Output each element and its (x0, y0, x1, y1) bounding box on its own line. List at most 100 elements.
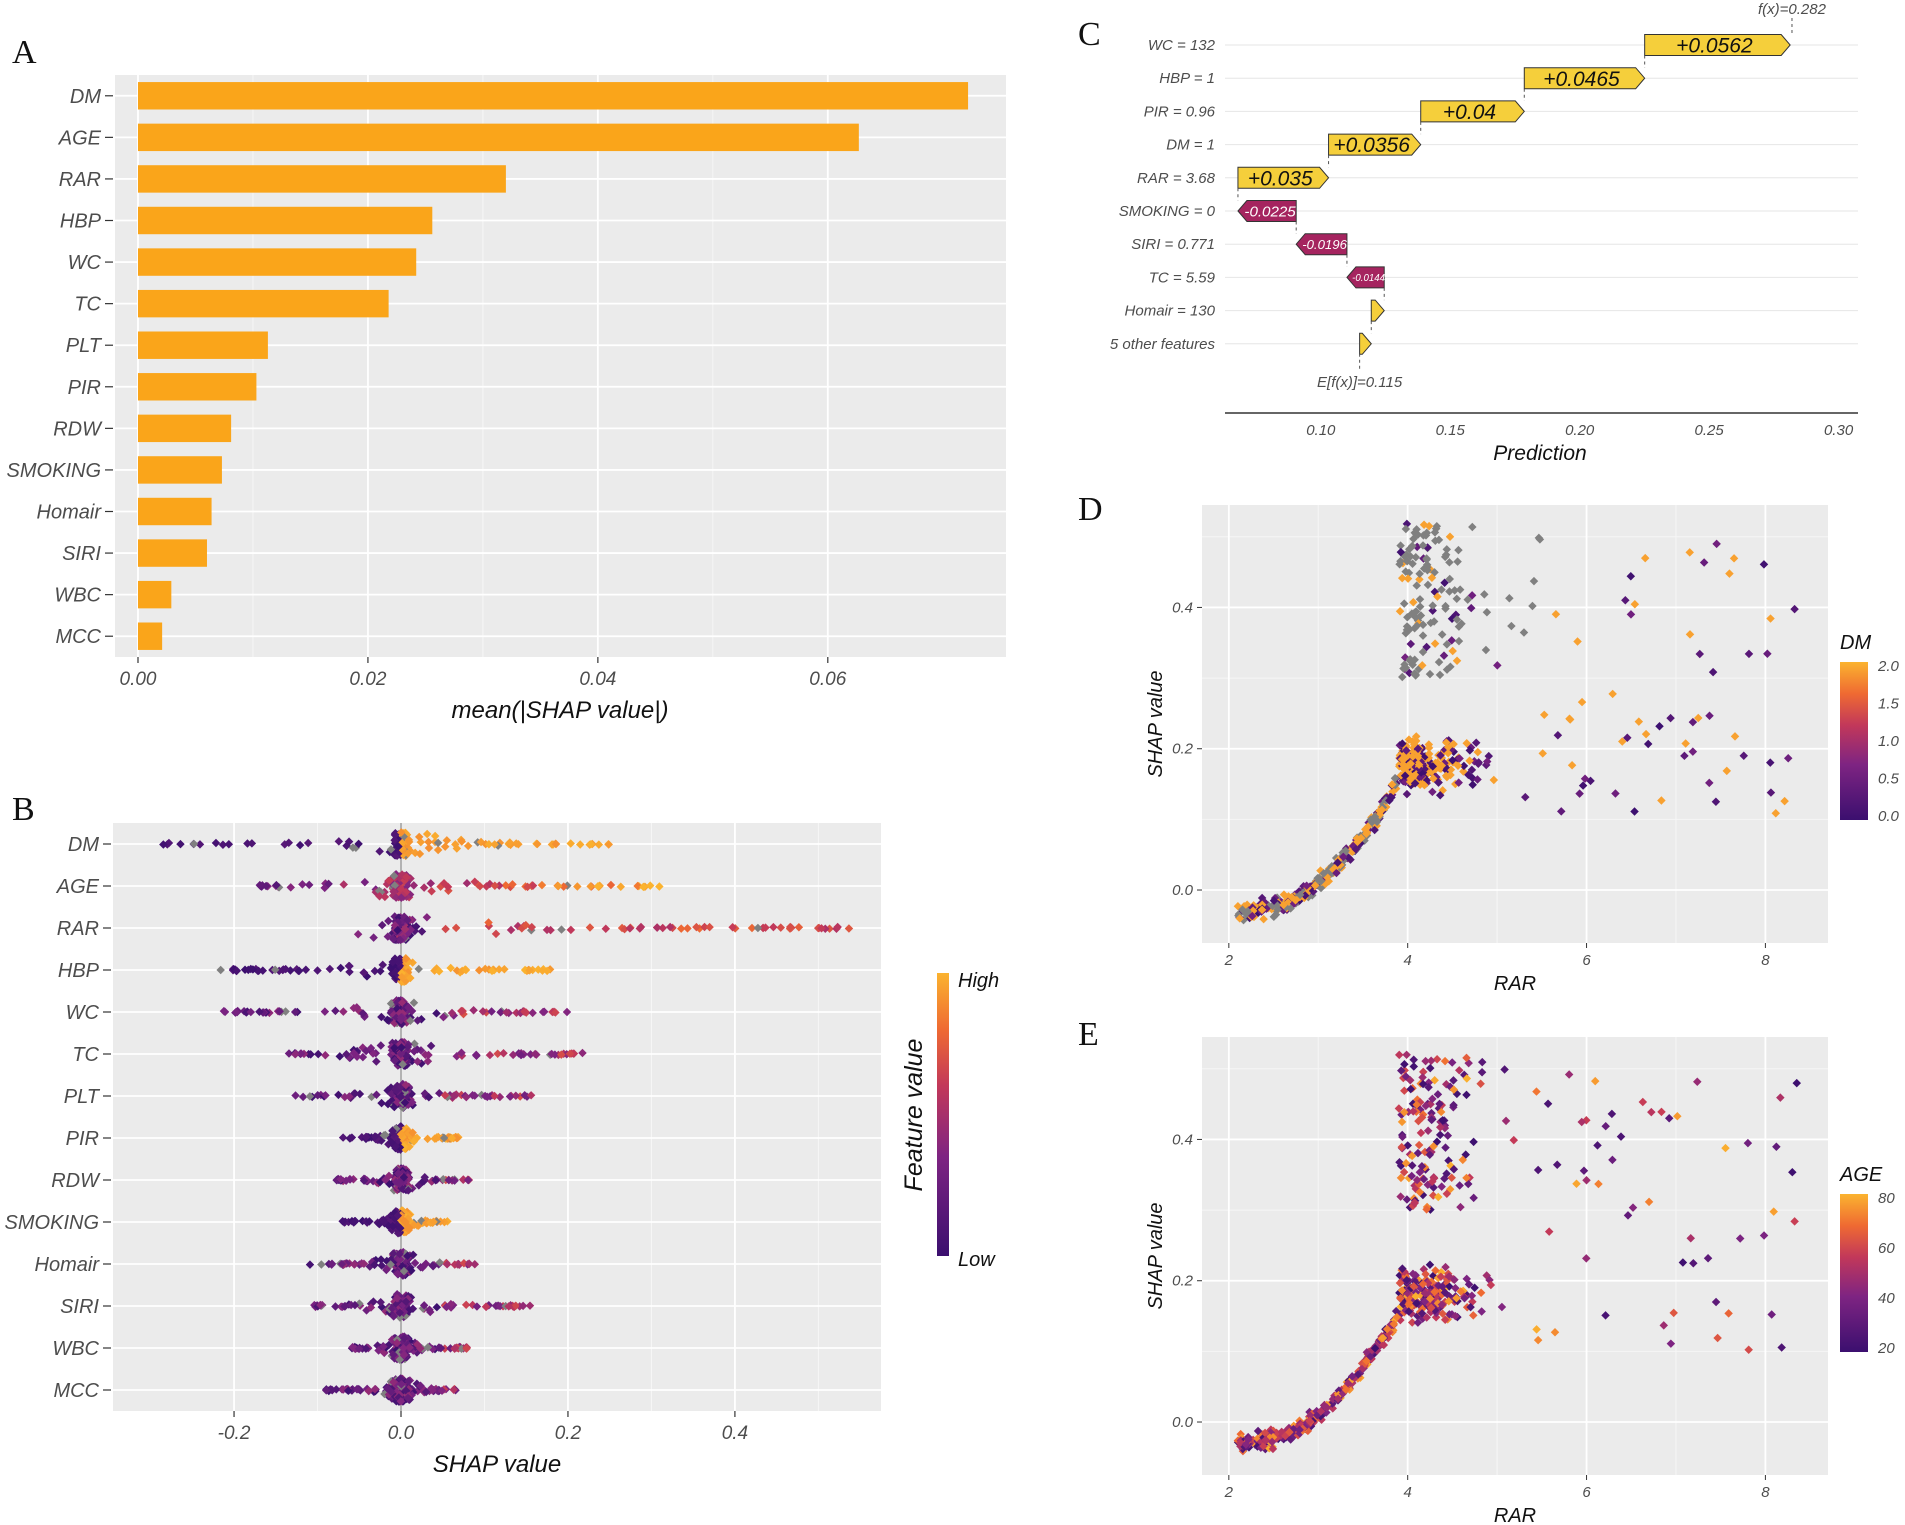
panel-b-point (380, 892, 390, 902)
panel-c-feature-label: RAR = 3.68 (1137, 170, 1216, 187)
panel-b-point (301, 965, 311, 975)
panel-b-point (474, 965, 484, 975)
panel-b-point (415, 849, 425, 859)
panel-b-point (303, 838, 313, 848)
panel-b-point (606, 880, 616, 890)
panel-b-point (401, 1080, 411, 1090)
pd-legend-tick-label: 2.0 (1877, 658, 1900, 675)
panel-b-point (525, 966, 534, 975)
panel-b-point (345, 967, 354, 977)
panel-b-point (313, 1049, 323, 1059)
panel-b-point (255, 880, 265, 890)
panel-b-point (655, 882, 664, 891)
panel-b-point (573, 882, 582, 891)
panel-b-point (414, 964, 423, 974)
panel-b-point (275, 1007, 284, 1016)
panel-b-point (321, 1091, 330, 1100)
panel-b-point (540, 1007, 549, 1016)
panel-b-point (537, 880, 547, 890)
panel-b-point (403, 849, 413, 858)
panel-b-point (317, 1260, 326, 1269)
panel-b-point (378, 960, 388, 970)
panel-d-colorbar (1840, 662, 1868, 820)
panel-b-point (354, 839, 363, 849)
panel-e-colorbar (1840, 1194, 1868, 1352)
panel-b-category-label: PLT (64, 1086, 101, 1108)
panel-b-point (520, 1007, 529, 1016)
panel-b-point (463, 1175, 473, 1185)
panel-b-point (528, 881, 538, 890)
panel-b-point (413, 1057, 422, 1066)
panel-b-point (376, 1041, 386, 1050)
panel-b-point (305, 1260, 315, 1269)
panel-letter-a: A (12, 34, 37, 71)
panel-b-point (395, 935, 405, 945)
panel-b-point (313, 1091, 322, 1100)
panel-b-point (290, 1050, 300, 1059)
panel-a-bar-homair (137, 497, 212, 526)
panel-c-feature-label: 5 other features (1110, 336, 1216, 353)
panel-b-point (496, 1007, 505, 1017)
panel-b-point (290, 1007, 300, 1017)
panel-a-bar-siri (137, 539, 207, 567)
panel-b-category-label: MCC (53, 1380, 99, 1402)
panel-b-point (817, 924, 826, 933)
panel-b-point (422, 829, 432, 839)
panel-b-point (386, 845, 396, 854)
panel-b-point (336, 963, 345, 973)
panel-b-point (389, 887, 398, 896)
panel-b-point (359, 1259, 369, 1268)
panel-b-point (728, 922, 737, 932)
panel-b-point (499, 1049, 508, 1058)
panel-b-point (349, 1048, 359, 1058)
panel-b-point (566, 839, 575, 848)
pd-legend-tick-label: 0.5 (1878, 771, 1900, 788)
panel-b-point (395, 1249, 404, 1259)
panel-b-point (331, 1302, 340, 1311)
panel-b-point (358, 1052, 368, 1062)
pd-x-tick-label: 8 (1761, 952, 1770, 969)
pd-x-tick-label: 6 (1582, 952, 1591, 969)
panel-b-point (417, 927, 427, 936)
pd-legend-tick-label: 1.0 (1878, 733, 1900, 750)
panel-b-point (452, 1133, 462, 1143)
panel-c-feature-label: TC = 5.59 (1149, 269, 1216, 286)
panel-b-point (426, 1041, 436, 1051)
panel-a-bar-hbp (137, 206, 433, 235)
panel-b-point (394, 842, 403, 851)
panel-c-feature-label: PIR = 0.96 (1144, 103, 1216, 120)
panel-letter-d: D (1078, 491, 1103, 528)
panel-b-plot-area (113, 823, 881, 1411)
panel-b-point (469, 1006, 478, 1015)
panel-b-point (844, 924, 854, 933)
panel-b-point (391, 893, 401, 902)
panel-b-colorbar (937, 973, 949, 1256)
panel-c-feature-label: WC = 132 (1148, 37, 1216, 54)
panel-b-point (401, 954, 411, 963)
panel-b-point (487, 1007, 496, 1016)
panel-b-point (423, 1057, 433, 1066)
panel-b-point (431, 1176, 440, 1185)
panel-a-chart: DM AGE RAR HBP WC TC PLT PIR RDW SMOKING Homair SIR… (7, 75, 1006, 724)
panel-b-point (470, 1259, 480, 1269)
panel-a-plot-area (115, 75, 1006, 657)
panel-b-point (379, 1131, 389, 1140)
panel-a-bar-wc (137, 248, 417, 276)
panel-b-point (370, 1132, 380, 1141)
panel-b-point (295, 840, 305, 850)
panel-b-point (324, 879, 333, 889)
panel-a-bar-rdw (137, 414, 232, 443)
panel-b-point (353, 930, 363, 939)
panel-b-point (396, 1255, 405, 1264)
panel-a-category-label: HBP (60, 211, 102, 233)
panel-b-point (578, 1048, 587, 1058)
pd-x-tick-label: 4 (1404, 952, 1412, 969)
panel-b-point (471, 1050, 481, 1060)
panel-b-point (665, 922, 675, 932)
panel-b-point (450, 1176, 459, 1185)
panel-b-point (439, 879, 449, 888)
panel-b-legend-high: High (958, 970, 999, 992)
panel-a-x-tick-label: 0.04 (579, 669, 616, 690)
panel-b-point (359, 1176, 369, 1185)
panel-b-point (658, 923, 667, 933)
